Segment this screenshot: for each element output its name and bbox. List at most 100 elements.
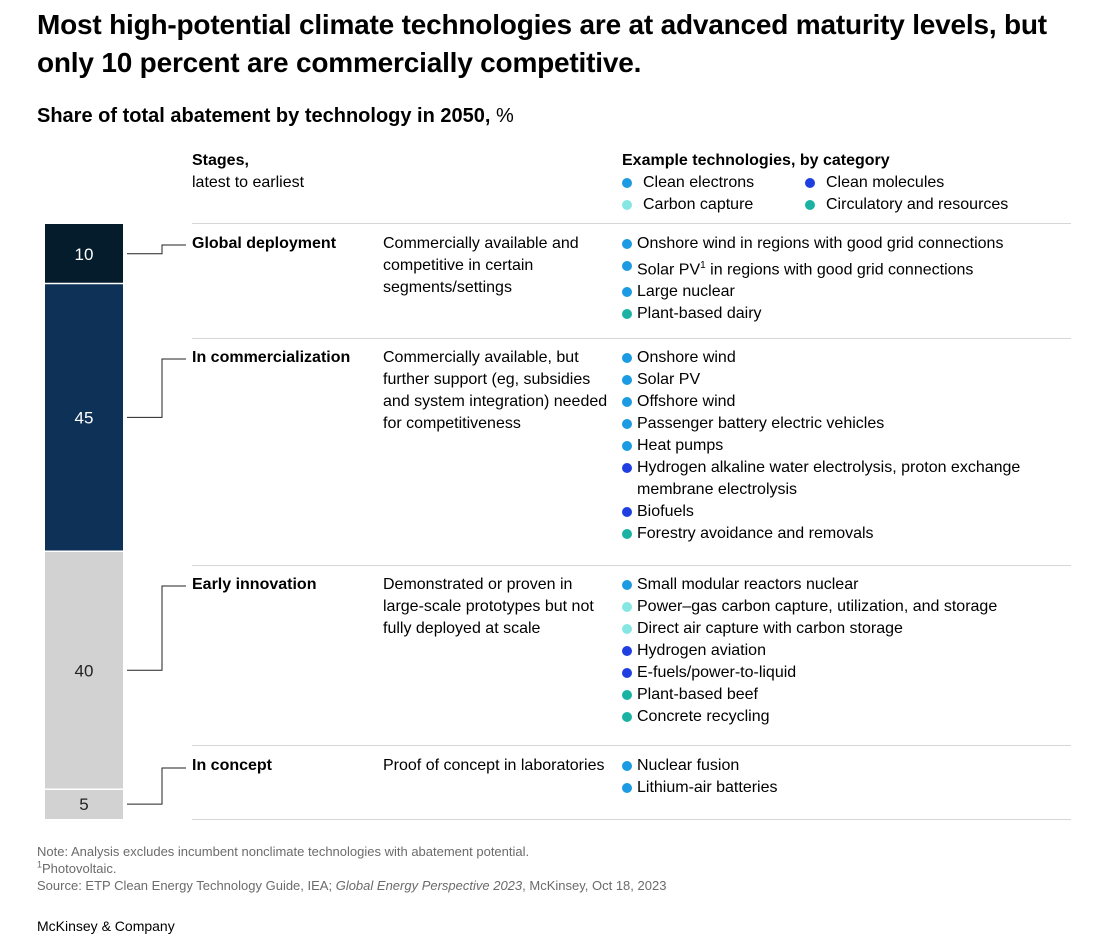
tech-item: Lithium-air batteries — [622, 777, 1082, 799]
tech-item: Large nuclear — [622, 281, 1082, 303]
page-title: Most high-potential climate technologies… — [37, 9, 1047, 78]
legend-item-circulatory-resources: Circulatory and resources — [805, 194, 1045, 216]
source-line: Source: ETP Clean Energy Technology Guid… — [37, 877, 666, 894]
tech-item: Offshore wind — [622, 391, 1082, 413]
tech-label: Onshore wind — [637, 349, 736, 366]
tech-item: Plant-based beef — [622, 684, 1082, 706]
tech-label: Large nuclear — [637, 283, 735, 301]
category-dot-icon — [622, 287, 632, 298]
footnote-mark: 1 — [37, 859, 43, 870]
tech-label: E-fuels/power-to-liquid — [637, 664, 797, 681]
row-divider — [192, 223, 1071, 224]
tech-item: Solar PV1 in regions with good grid conn… — [622, 255, 1082, 281]
category-legend: Example technologies, by category Clean … — [622, 150, 1045, 216]
row-divider — [192, 338, 1071, 339]
legend-item-clean-electrons: Clean electrons — [622, 172, 805, 194]
tech-item: Power–gas carbon capture, utilization, a… — [622, 596, 1082, 618]
stage-connector-line — [127, 358, 186, 418]
stage-name-early-innovation: Early innovation — [192, 576, 317, 593]
tech-label: Direct air capture with carbon storage — [637, 620, 903, 637]
tech-item: Forestry avoidance and removals — [622, 523, 1082, 545]
footnote: 1Photovoltaic. — [37, 860, 666, 877]
category-dot-icon — [622, 690, 632, 700]
category-dot-icon — [622, 580, 632, 590]
legend-item-carbon-capture: Carbon capture — [622, 194, 805, 216]
tech-item: Nuclear fusion — [622, 755, 1082, 777]
tech-item: Passenger battery electric vehicles — [622, 413, 1082, 435]
tech-label: Small modular reactors nuclear — [637, 576, 859, 593]
tech-item: Hydrogen alkaline water electrolysis, pr… — [622, 457, 1082, 501]
category-dot-icon — [622, 783, 632, 793]
tech-label: Plant-based dairy — [637, 305, 762, 323]
legend-label: Clean electrons — [643, 174, 755, 191]
category-dot-icon — [622, 397, 632, 407]
bar-value-label: 10 — [75, 245, 94, 264]
legend-dot-icon — [805, 178, 815, 188]
tech-item: Plant-based dairy — [622, 303, 1082, 325]
bar-value-label: 40 — [75, 661, 94, 680]
subtitle-unit: % — [490, 105, 514, 127]
tech-label: Passenger battery electric vehicles — [637, 415, 885, 432]
tech-list-global-deployment: Onshore wind in regions with good grid c… — [622, 233, 1082, 325]
subtitle-text: Share of total abatement by technology i… — [37, 105, 491, 127]
bar-value-label: 45 — [75, 408, 94, 427]
tech-label: Forestry avoidance and removals — [637, 525, 874, 542]
bar-value-label: 5 — [79, 795, 88, 814]
tech-label: Hydrogen alkaline water electrolysis, pr… — [637, 459, 1021, 498]
footnote-text: Photovoltaic. — [42, 861, 117, 876]
category-dot-icon — [622, 419, 632, 429]
tech-item: Hydrogen aviation — [622, 640, 1082, 662]
row-divider — [192, 819, 1071, 820]
tech-list-early-innovation: Small modular reactors nuclear Power–gas … — [622, 574, 1082, 728]
tech-label: Nuclear fusion — [637, 757, 740, 774]
category-dot-icon — [622, 668, 632, 678]
category-dot-icon — [622, 375, 632, 385]
stage-description: Commercially available and competitive i… — [383, 235, 579, 296]
category-dot-icon — [622, 761, 632, 771]
stage-name-global-deployment: Global deployment — [192, 235, 337, 252]
stages-header-title: Stages, — [192, 152, 249, 169]
bar-segment-in-commercialization — [45, 283, 123, 552]
legend-label: Clean molecules — [826, 174, 945, 191]
tech-item: Heat pumps — [622, 435, 1082, 457]
category-dot-icon — [622, 261, 632, 271]
category-dot-icon — [622, 507, 632, 517]
legend-dot-icon — [622, 200, 632, 210]
tech-label: Offshore wind — [637, 393, 736, 410]
tech-label: Biofuels — [637, 503, 694, 520]
chart-subtitle: Share of total abatement by technology i… — [37, 103, 514, 129]
legend-title: Example technologies, by category — [622, 152, 890, 169]
stage-name-in-concept: In concept — [192, 757, 273, 774]
tech-item: Small modular reactors nuclear — [622, 574, 1082, 596]
category-dot-icon — [622, 712, 632, 722]
source-text: Source: ETP Clean Energy Technology Guid… — [37, 878, 336, 893]
row-divider — [192, 745, 1071, 746]
tech-item: Onshore wind — [622, 347, 1082, 369]
legend-dot-icon — [805, 200, 815, 210]
category-dot-icon — [622, 463, 632, 473]
stage-description: Demonstrated or proven in large-scale pr… — [383, 576, 594, 637]
category-dot-icon — [622, 624, 632, 634]
bar-segment-global-deployment — [45, 224, 123, 284]
legend-label: Carbon capture — [643, 196, 754, 213]
stage-connector-line — [127, 244, 186, 255]
tech-label-part: Solar PV — [637, 261, 701, 279]
tech-label: Plant-based beef — [637, 686, 758, 703]
tech-label: Onshore wind in regions with good grid c… — [637, 235, 1004, 252]
tech-label: Power–gas carbon capture, utilization, a… — [637, 598, 998, 615]
row-divider — [192, 565, 1071, 566]
category-dot-icon — [622, 309, 632, 320]
tech-item: Direct air capture with carbon storage — [622, 618, 1082, 640]
tech-label: Solar PV1 in regions with good grid conn… — [637, 255, 973, 281]
legend-label: Circulatory and resources — [826, 196, 1009, 213]
stages-header: Stages, latest to earliest — [192, 150, 304, 194]
tech-item: E-fuels/power-to-liquid — [622, 662, 1082, 684]
stage-connector-line — [127, 585, 186, 671]
stage-description: Commercially available, but further supp… — [383, 349, 608, 432]
category-dot-icon — [622, 529, 632, 539]
category-dot-icon — [622, 602, 632, 612]
source-publication: Global Energy Perspective 2023 — [335, 878, 523, 893]
tech-item: Solar PV — [622, 369, 1082, 391]
category-dot-icon — [622, 239, 632, 249]
